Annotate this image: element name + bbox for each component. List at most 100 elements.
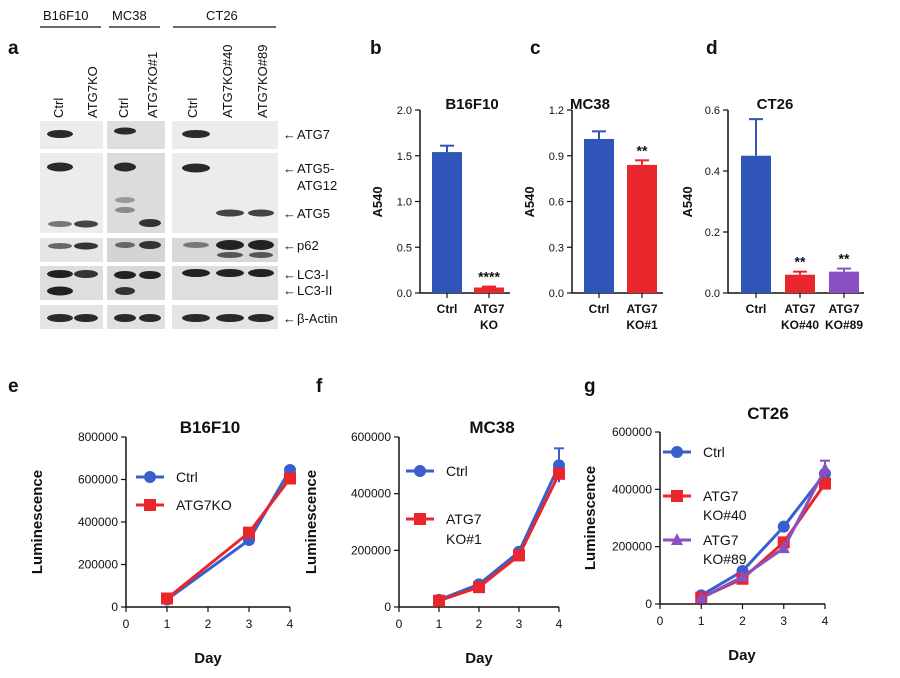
data-point bbox=[736, 569, 749, 582]
data-point bbox=[284, 472, 296, 485]
y-tick-label: 400000 bbox=[351, 487, 391, 501]
x-tick-label: 1 bbox=[698, 614, 705, 628]
y-tick-label: 0 bbox=[111, 600, 118, 614]
y-tick-label: 200000 bbox=[612, 540, 652, 554]
lane-label: Ctrl bbox=[185, 98, 200, 118]
blot-band bbox=[248, 314, 274, 322]
blot-band bbox=[182, 163, 210, 173]
blot-band bbox=[183, 242, 209, 248]
protein-label-atg5-dash: ATG5- bbox=[297, 161, 334, 176]
y-tick-label: 200000 bbox=[351, 543, 391, 557]
protein-label-atg12: ATG12 bbox=[297, 178, 337, 193]
y-tick-label: 0.0 bbox=[705, 288, 720, 300]
legend-label: ATG7KO bbox=[176, 497, 232, 513]
blot-row-actin bbox=[40, 305, 278, 329]
bar-chart-b16f10: b B16F10 0.0 0.5 1.0 1.5 2.0 A540 Ctrl **** ATG7 KO bbox=[370, 38, 510, 332]
significance-label: ** bbox=[839, 251, 850, 267]
x-axis-label: Day bbox=[194, 650, 222, 667]
line-chart-ct26: g CT26 0 200000 400000 600000 0 1 2 3 4 Luminescenc… bbox=[582, 376, 831, 664]
blot-band bbox=[216, 209, 244, 217]
blot-band bbox=[249, 252, 273, 258]
y-tick-label: 0.0 bbox=[549, 288, 564, 300]
x-tick-label: KO#89 bbox=[825, 318, 863, 332]
x-tick-label: KO#40 bbox=[781, 318, 819, 332]
series-line bbox=[700, 468, 827, 600]
line-chart-b16f10: e B16F10 0 200000 400000 600000 800000 0 1 2 3 4 Lum… bbox=[8, 376, 296, 667]
y-tick-label: 0 bbox=[645, 597, 652, 611]
protein-label-lc3-ii: LC3-II bbox=[297, 283, 332, 298]
y-tick-label: 0.2 bbox=[705, 227, 720, 239]
bar-chart-mc38: c MC38 0.0 0.3 0.6 0.9 1.2 A540 Ctrl ** ATG7 KO#1 bbox=[522, 38, 663, 332]
y-tick-label: 200000 bbox=[78, 558, 118, 572]
legend-label: Ctrl bbox=[703, 444, 725, 460]
x-tick-label: 0 bbox=[657, 614, 664, 628]
data-point bbox=[144, 471, 156, 483]
x-tick-label: ATG7 bbox=[473, 302, 504, 316]
arrow-glyph: ← bbox=[283, 127, 296, 142]
series-line bbox=[166, 469, 292, 601]
bar bbox=[741, 155, 771, 293]
legend-label: ATG7 bbox=[446, 511, 482, 527]
x-tick-label: 3 bbox=[780, 614, 787, 628]
y-tick-label: 0.6 bbox=[549, 197, 564, 209]
data-point bbox=[433, 594, 445, 607]
x-axis-label: Day bbox=[728, 647, 756, 664]
y-tick-label: 0.6 bbox=[705, 105, 720, 117]
data-point bbox=[513, 549, 525, 562]
y-tick-label: 600000 bbox=[78, 473, 118, 487]
arrow-glyph: ← bbox=[283, 267, 296, 282]
x-tick-label: 4 bbox=[822, 614, 829, 628]
lane-label: ATG7KO#1 bbox=[145, 52, 160, 118]
bar bbox=[584, 138, 614, 293]
y-axis-label: Luminescence bbox=[582, 466, 599, 570]
panel-letter-e: e bbox=[8, 376, 19, 397]
significance-label: **** bbox=[478, 269, 500, 285]
line-chart-mc38: f MC38 0 200000 400000 600000 0 1 2 3 4 Luminescenc… bbox=[303, 376, 565, 667]
y-axis-label: A540 bbox=[370, 186, 385, 217]
y-tick-label: 600000 bbox=[351, 430, 391, 444]
x-tick-label: 4 bbox=[556, 617, 563, 631]
data-point bbox=[819, 477, 831, 490]
y-tick-label: 400000 bbox=[78, 515, 118, 529]
blot-band bbox=[182, 314, 210, 322]
blot-band bbox=[74, 314, 98, 322]
x-tick-label: KO bbox=[480, 318, 498, 332]
y-tick-label: 0.5 bbox=[397, 242, 412, 254]
lane-label: ATG7KO#40 bbox=[220, 45, 235, 118]
x-tick-label: Ctrl bbox=[589, 302, 610, 316]
panel-letter-b: b bbox=[370, 38, 382, 59]
blot-row-atg7 bbox=[40, 121, 278, 149]
chart-title: CT26 bbox=[757, 96, 794, 113]
x-tick-label: 1 bbox=[436, 617, 443, 631]
bar bbox=[474, 287, 504, 293]
blot-band bbox=[74, 242, 98, 250]
chart-title: MC38 bbox=[570, 96, 610, 113]
lane-label: Ctrl bbox=[51, 98, 66, 118]
x-tick-label: Ctrl bbox=[746, 302, 767, 316]
x-tick-label: 3 bbox=[246, 617, 253, 631]
legend-label: KO#40 bbox=[703, 507, 747, 523]
arrow-glyph: ← bbox=[283, 238, 296, 253]
blot-band bbox=[139, 241, 161, 249]
blot-row-lc3 bbox=[40, 266, 278, 300]
arrow-glyph: ← bbox=[283, 283, 296, 298]
protein-label-lc3-i: LC3-I bbox=[297, 267, 329, 282]
x-tick-label: ATG7 bbox=[626, 302, 657, 316]
x-tick-label: 0 bbox=[396, 617, 403, 631]
x-tick-label: ATG7 bbox=[784, 302, 815, 316]
y-tick-label: 0.4 bbox=[705, 166, 720, 178]
bar-chart-ct26: d CT26 0.0 0.2 0.4 0.6 A540 Ctrl ** ATG7 KO#40 ** AT… bbox=[680, 38, 864, 332]
significance-label: ** bbox=[795, 254, 806, 270]
x-tick-label: 3 bbox=[516, 617, 523, 631]
y-tick-label: 0 bbox=[384, 600, 391, 614]
protein-label-p62: p62 bbox=[297, 238, 319, 253]
chart-title: B16F10 bbox=[180, 418, 240, 437]
blot-band bbox=[182, 130, 210, 138]
y-tick-label: 0.3 bbox=[549, 242, 564, 254]
lane-label: ATG7KO#89 bbox=[255, 45, 270, 118]
significance-label: ** bbox=[637, 142, 648, 158]
y-tick-label: 0.0 bbox=[397, 288, 412, 300]
legend-label: KO#1 bbox=[446, 531, 482, 547]
blot-band bbox=[139, 271, 161, 279]
